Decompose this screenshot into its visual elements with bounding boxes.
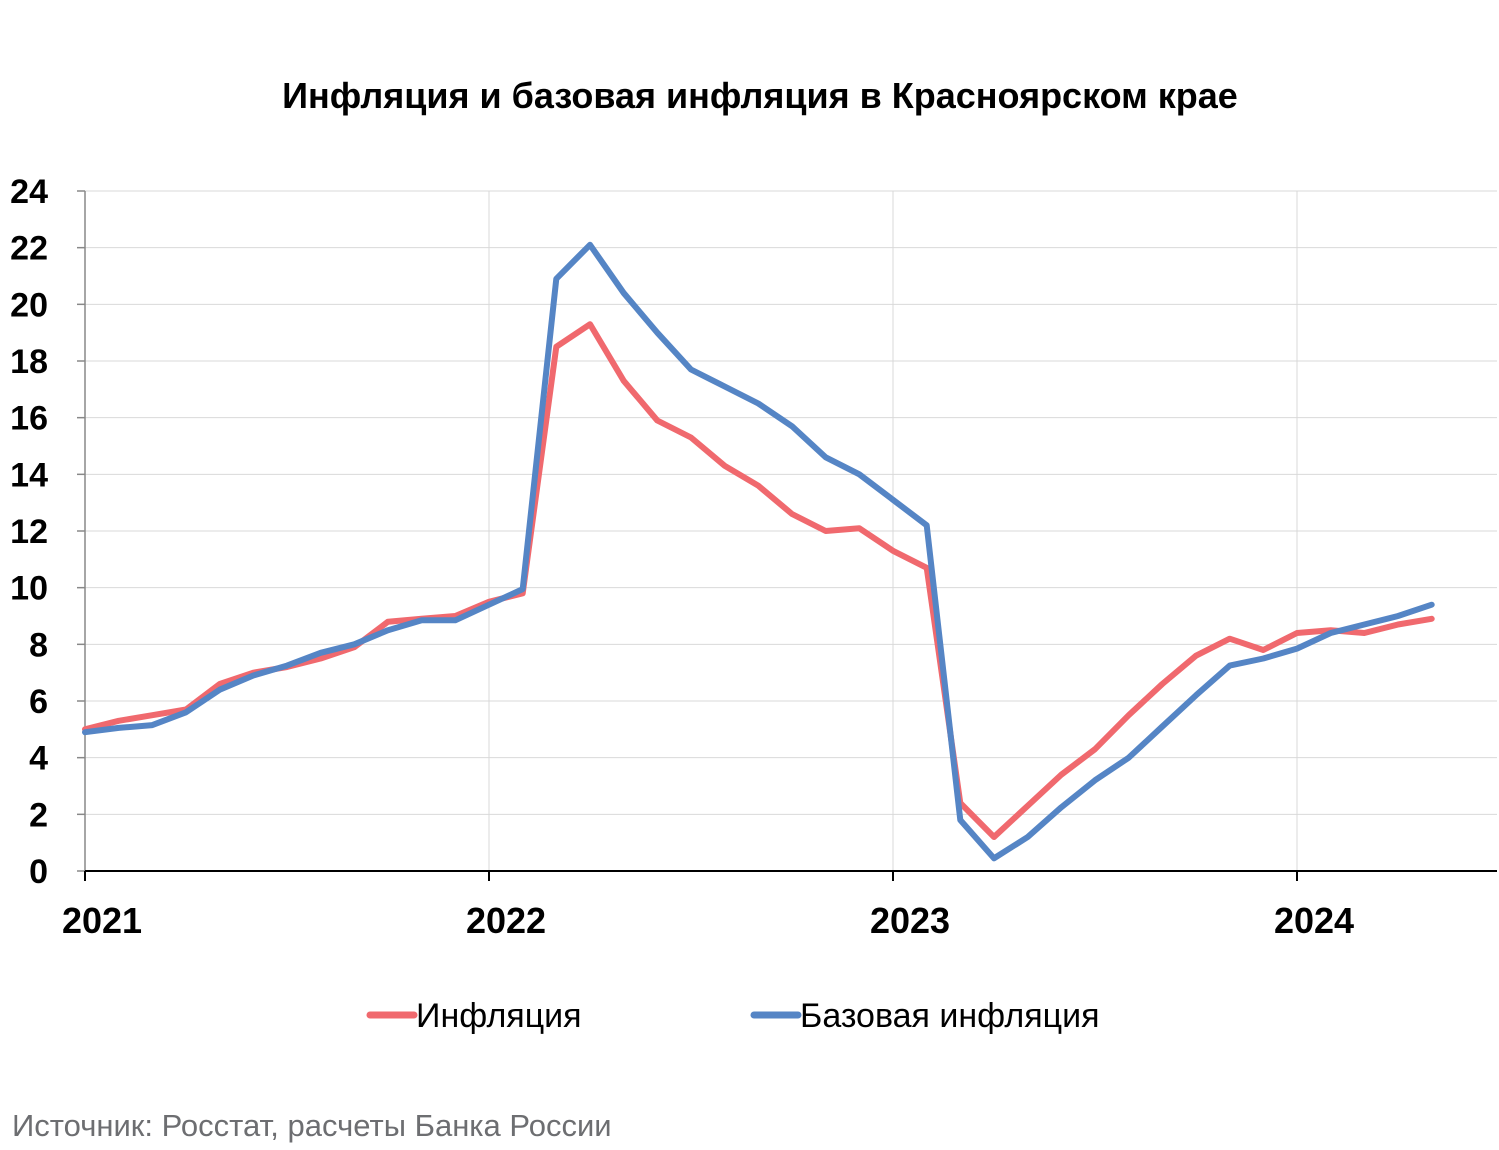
series-lines	[82, 241, 1435, 862]
y-tick-label: 16	[10, 400, 48, 438]
y-tick-label: 6	[29, 683, 48, 721]
y-tick-label: 14	[10, 456, 48, 494]
x-axis-ticks: 2021 2022 2023 2024	[62, 900, 1354, 941]
x-tick-label: 2021	[62, 900, 142, 941]
series-line-inflation	[82, 321, 1435, 840]
y-tick-label: 10	[10, 570, 48, 608]
y-tick-label: 8	[29, 626, 48, 664]
chart-title: Инфляция и базовая инфляция в Красноярск…	[282, 75, 1238, 116]
y-tick-label: 12	[10, 513, 48, 551]
x-tick-label: 2024	[1274, 900, 1354, 941]
y-tick-label: 4	[29, 740, 48, 778]
grid	[85, 190, 1497, 871]
legend-label-core-inflation: Базовая инфляция	[800, 997, 1100, 1035]
axes	[77, 190, 1497, 881]
source-note: Источник: Росстат, расчеты Банка России	[12, 1108, 612, 1143]
legend-label-inflation: Инфляция	[416, 997, 582, 1035]
legend: Инфляция Базовая инфляция	[366, 997, 1100, 1035]
y-tick-label: 24	[10, 173, 48, 211]
y-tick-label: 2	[29, 796, 48, 834]
x-tick-label: 2023	[870, 900, 950, 941]
y-tick-label: 20	[10, 286, 48, 324]
y-tick-label: 22	[10, 230, 48, 268]
y-tick-label: 18	[10, 343, 48, 381]
y-tick-label: 0	[29, 853, 48, 891]
x-tick-label: 2022	[466, 900, 546, 941]
series-line-core-inflation	[82, 241, 1435, 862]
